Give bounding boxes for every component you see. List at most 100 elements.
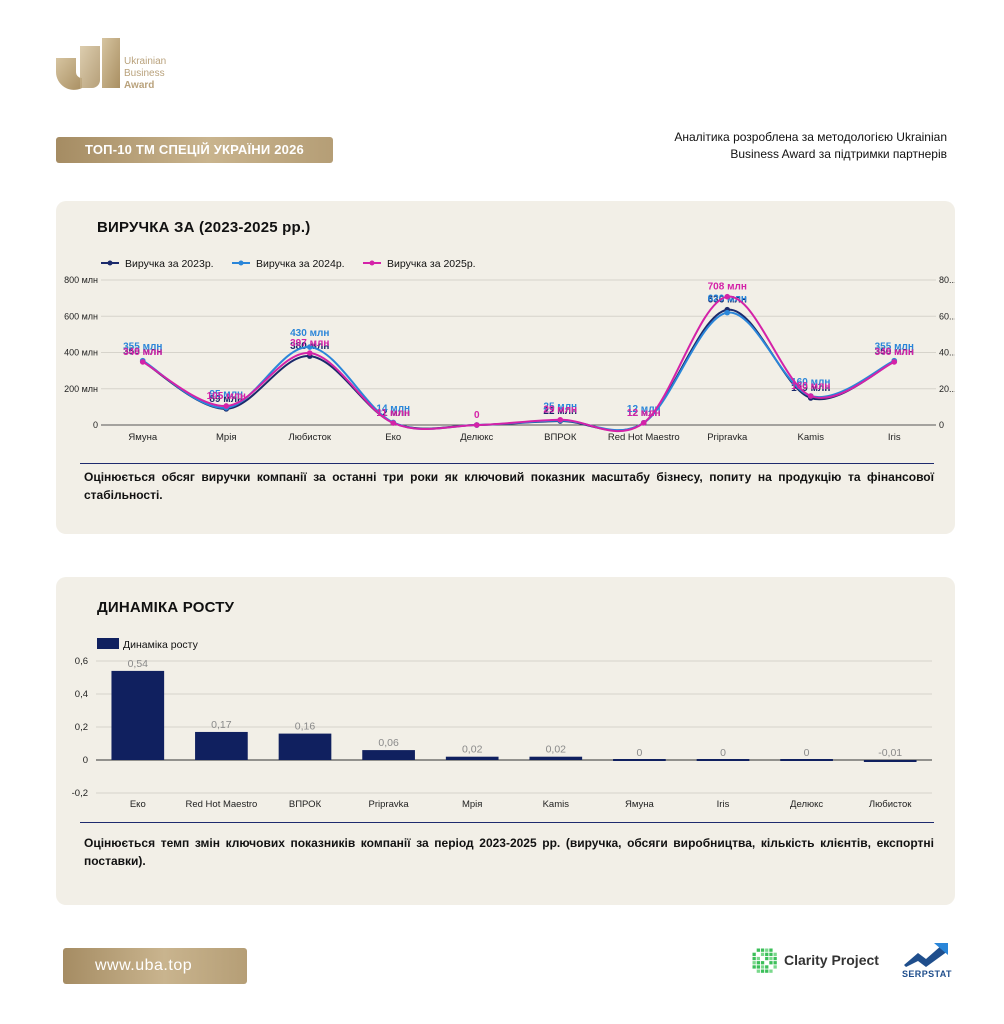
x-tick-label: Kamis — [543, 799, 570, 810]
data-label: 430 млн — [290, 328, 329, 339]
data-label: 11 млн — [377, 408, 410, 419]
logo-dot — [752, 965, 756, 969]
logo-dot — [760, 948, 765, 952]
clarity-project-logo-icon — [752, 948, 777, 973]
logo-dot — [765, 948, 769, 952]
bar — [696, 759, 750, 761]
serpstat-logo-icon — [904, 943, 948, 967]
logo-wordmark: Ukrainian Business Award — [124, 56, 166, 92]
series-line-3 — [142, 295, 895, 433]
x-tick-label: Kamis — [798, 432, 825, 443]
data-point — [473, 422, 480, 428]
bar — [863, 760, 917, 762]
data-label: 95 млн — [209, 389, 243, 400]
data-point — [807, 393, 814, 399]
growth-card: ДИНАМІКА РОСТУ Динаміка росту -0,2 0 0,2 0,4… — [56, 577, 955, 905]
logo-dot — [760, 961, 765, 965]
data-label: 12 млн — [627, 404, 661, 415]
legend-item-2: Виручка за 2024р. — [232, 258, 345, 270]
data-label: 29 млн — [543, 405, 577, 416]
data-point — [640, 420, 647, 426]
data-label: 89 млн — [209, 394, 243, 405]
data-label: 160 млн — [791, 377, 830, 388]
data-label: 14 млн — [376, 403, 410, 414]
y-tick-label: 0,4 — [75, 689, 88, 700]
logo-dot — [756, 969, 760, 973]
logo-dot — [773, 965, 777, 969]
bar-value-label: 0,02 — [462, 744, 483, 756]
data-point — [306, 344, 313, 350]
logo-line-3: Award — [124, 80, 155, 91]
methodology-note: Аналітика розроблена за методологією Ukr… — [674, 130, 947, 161]
bar — [780, 759, 833, 761]
logo-dot — [769, 969, 773, 973]
x-tick-label: Еко — [385, 432, 401, 443]
data-point — [223, 403, 230, 409]
x-tick-label: Мрія — [462, 799, 482, 810]
bar-value-label: 0,17 — [211, 719, 232, 731]
logo-dot — [769, 956, 773, 961]
bar-value-label: 0,02 — [546, 744, 567, 756]
y-tick-label: 400 млн — [64, 348, 98, 358]
data-point — [724, 293, 731, 300]
logo-dot — [765, 965, 769, 969]
website-link[interactable]: www.uba.top — [63, 948, 247, 984]
x-tick-label: ВПРОК — [289, 799, 322, 810]
legend-label: Виручка за 2023р. — [125, 258, 214, 270]
bar-value-label: 0,06 — [378, 737, 399, 749]
logo-dot — [752, 961, 756, 965]
logo-dot — [769, 961, 773, 965]
x-tick-label: Ямуна — [128, 432, 157, 443]
x-tick-label: Pripravka — [707, 432, 748, 443]
x-tick-label: Red Hot Maestro — [185, 799, 257, 810]
data-label: 348 млн — [123, 347, 162, 358]
legend-swatch — [97, 638, 119, 649]
data-label: 105 млн — [207, 391, 246, 402]
x-tick-label: Любисток — [869, 799, 912, 810]
serpstat-label: SERPSTAT — [902, 969, 952, 979]
data-label: 22 млн — [543, 406, 577, 417]
bar — [195, 731, 248, 760]
data-label: 149 млн — [791, 383, 830, 394]
data-label: 0 — [474, 410, 480, 421]
data-point — [139, 359, 146, 365]
data-label: 12 млн — [627, 408, 661, 419]
logo-dot — [756, 956, 760, 961]
series-line-2 — [142, 311, 895, 432]
y-tick-label-right: 80... — [939, 275, 955, 285]
logo-dot — [756, 961, 760, 965]
bar-value-label: 0 — [720, 747, 726, 759]
logo-dot — [765, 952, 769, 956]
legend-item-growth: Динаміка росту — [97, 638, 199, 651]
x-tick-label: Red Hot Maestro — [608, 432, 680, 443]
logo-dot — [760, 965, 765, 969]
growth-bar-chart: Динаміка росту -0,2 0 0,2 0,4 0,6 0,54 Еко 0,17 R… — [72, 638, 932, 810]
logo-dot — [765, 969, 769, 973]
logo-dot — [773, 952, 777, 956]
bar — [362, 750, 415, 760]
bar-value-label: 0,16 — [295, 721, 316, 733]
logo-dot — [773, 956, 777, 961]
data-label: 355 млн — [875, 342, 914, 353]
bar — [613, 759, 666, 761]
logo-dot — [752, 956, 756, 961]
series-line-1 — [142, 308, 895, 432]
logo-dot — [769, 948, 773, 952]
ukrainian-business-award-logo — [56, 38, 120, 90]
data-label: 350 млн — [875, 347, 914, 358]
legend-label: Виручка за 2025р. — [387, 258, 476, 270]
y-tick-label: 0 — [83, 755, 88, 766]
logo-dot — [760, 969, 765, 973]
legend-item-1: Виручка за 2023р. — [101, 258, 214, 270]
bar — [111, 670, 165, 760]
data-label: 708 млн — [708, 282, 747, 293]
data-label: 25 млн — [543, 401, 577, 412]
legend-label: Динаміка росту — [123, 639, 199, 651]
x-tick-label: Делюкс — [790, 799, 823, 810]
logo-dot — [756, 948, 760, 952]
bar-value-label: 0 — [636, 747, 642, 759]
data-label: 636 млн — [708, 295, 747, 306]
data-label: 12 млн — [376, 408, 410, 419]
x-tick-label: Pripravka — [369, 799, 410, 810]
revenue-description: Оцінюється обсяг виручки компанії за ост… — [84, 470, 934, 502]
